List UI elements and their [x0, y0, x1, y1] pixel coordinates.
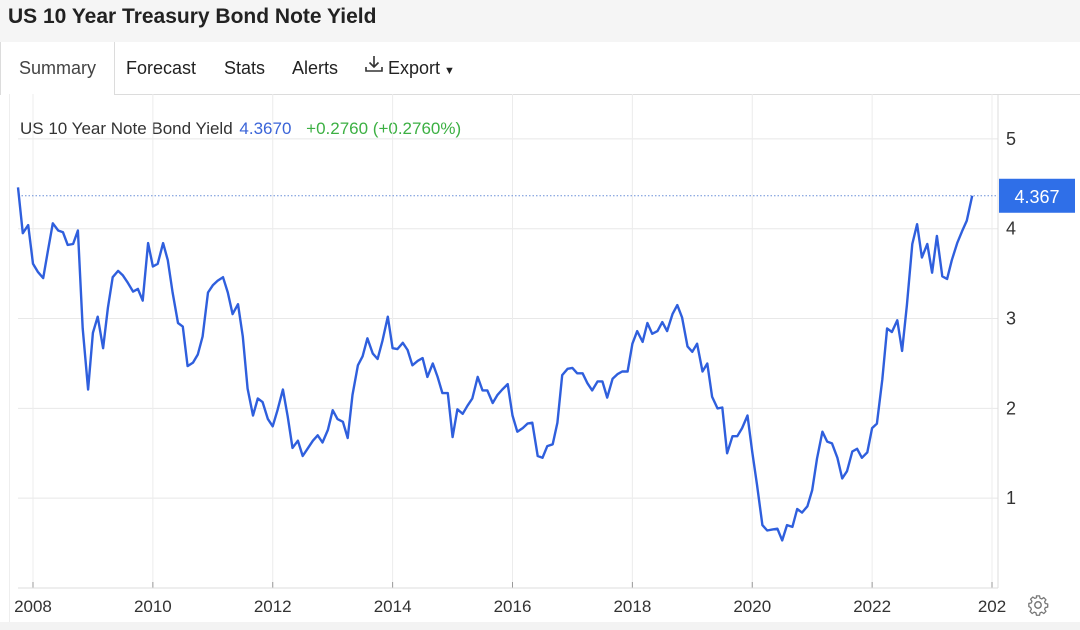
tab-forecast[interactable]: Forecast: [126, 42, 196, 94]
x-tick-label: 2012: [254, 597, 292, 616]
x-tick-label: 2010: [134, 597, 172, 616]
tab-alerts[interactable]: Alerts: [292, 42, 338, 94]
current-value-label: 4.367: [1014, 187, 1059, 207]
y-tick-label: 5: [1006, 129, 1016, 149]
tab-alerts-label: Alerts: [292, 58, 339, 78]
x-tick-label: 2014: [374, 597, 412, 616]
tab-stats-label: Stats: [224, 58, 266, 78]
download-icon: [364, 41, 384, 93]
y-tick-label: 3: [1006, 309, 1016, 329]
tab-bar: Summary Forecast Stats Alerts Export ▼: [0, 42, 1080, 95]
legend-series-name: US 10 Year Note Bond Yield: [20, 119, 233, 138]
gear-icon[interactable]: [1027, 594, 1049, 616]
export-label: Export: [388, 58, 441, 78]
x-tick-label: 2020: [733, 597, 771, 616]
x-tick-label: 2018: [613, 597, 651, 616]
y-tick-label: 2: [1006, 398, 1016, 418]
tab-summary[interactable]: Summary: [0, 42, 115, 95]
y-tick-label: 4: [1006, 219, 1016, 239]
tab-summary-label: Summary: [18, 58, 96, 78]
caret-down-icon: ▼: [444, 65, 455, 77]
left-divider: [9, 94, 10, 630]
bottom-strip: [0, 622, 1080, 630]
y-tick-label: 1: [1006, 488, 1016, 508]
x-tick-label: 202: [978, 597, 1006, 616]
chart-legend: US 10 Year Note Bond Yield 4.3670 +0.276…: [20, 119, 461, 139]
x-tick-label: 2008: [14, 597, 52, 616]
page-title: US 10 Year Treasury Bond Note Yield: [8, 5, 377, 28]
title-bar: US 10 Year Treasury Bond Note Yield: [0, 0, 1080, 43]
legend-value: 4.3670: [239, 119, 292, 138]
tab-stats[interactable]: Stats: [224, 42, 265, 94]
export-dropdown[interactable]: Export ▼: [364, 42, 455, 94]
x-tick-label: 2022: [853, 597, 891, 616]
yield-series-line: [16, 187, 974, 542]
legend-change: +0.2760 (+0.2760%): [306, 119, 462, 138]
tab-forecast-label: Forecast: [126, 58, 197, 78]
x-tick-label: 2016: [494, 597, 532, 616]
current-value-badge: [999, 178, 1075, 213]
yield-line-chart[interactable]: 5 4 3 2 1 2008 2010 2012 2014 2016 2018 2020 2022 202…: [0, 94, 1080, 624]
